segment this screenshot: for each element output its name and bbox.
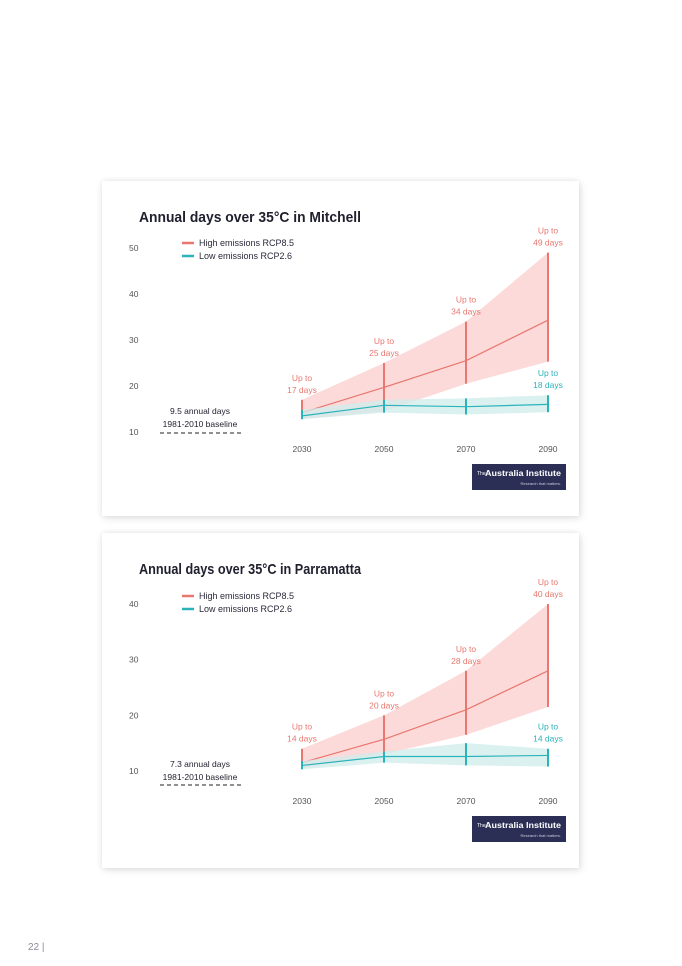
legend-label: Low emissions RCP2.6 [199, 604, 292, 614]
annotation-value: 17 days [287, 385, 317, 395]
y-tick-label: 30 [129, 335, 139, 345]
logo-background [472, 464, 566, 490]
annotation-value: 49 days [533, 238, 563, 248]
baseline-value-label: 9.5 annual days [170, 406, 230, 416]
legend-label: Low emissions RCP2.6 [199, 251, 292, 261]
x-tick-label: 2030 [293, 796, 312, 806]
low-emissions-band [302, 395, 548, 420]
mitchell-chart: Annual days over 35°C in Mitchell1020304… [129, 209, 566, 490]
logo-brand-prefix: The [477, 471, 486, 477]
y-tick-label: 40 [129, 289, 139, 299]
high-emissions-line [301, 319, 549, 414]
annotation-label: Up to [538, 226, 559, 236]
chart-title: Annual days over 35°C in Mitchell [139, 209, 361, 226]
annotation-label: Up to [456, 644, 477, 654]
y-tick-label: 20 [129, 381, 139, 391]
parramatta-chart-card: Annual days over 35°C in Parramatta 10 20 3… [102, 533, 579, 868]
logo-background [472, 816, 566, 842]
x-tick-label: 2070 [457, 796, 476, 806]
high-emissions-band [302, 252, 548, 420]
logo-brand-name: Australia Institute [485, 468, 561, 478]
baseline-period-label: 1981-2010 baseline [163, 419, 238, 429]
annotation-label: Up to [538, 368, 559, 378]
annotation-value: 28 days [451, 656, 481, 666]
logo-brand-prefix: The [477, 823, 486, 829]
annotation-value: 40 days [533, 589, 563, 599]
australia-institute-logo: The Australia Institute Research that matt… [472, 464, 566, 490]
logo-tagline: Research that matters. [521, 481, 561, 486]
y-tick-label: 50 [129, 243, 139, 253]
annotation-label: Up to [374, 688, 395, 698]
mitchell-chart-card: Annual days over 35°C in Mitchell 10 20 30 4… [102, 181, 579, 516]
x-tick-label: 2090 [539, 796, 558, 806]
logo-brand-name: Australia Institute [485, 820, 561, 830]
y-tick-label: 10 [129, 427, 139, 437]
legend-label: High emissions RCP8.5 [199, 591, 294, 601]
x-tick-label: 2030 [293, 444, 312, 454]
high-emissions-line [301, 670, 549, 764]
annotation-value: 34 days [451, 307, 481, 317]
annotation-label: Up to [538, 722, 559, 732]
annotation-label: Up to [292, 722, 313, 732]
y-tick-label: 40 [129, 599, 139, 609]
baseline-value-label: 7.3 annual days [170, 759, 230, 769]
annotation-label: Up to [374, 336, 395, 346]
logo-tagline: Research that matters. [521, 833, 561, 838]
x-tick-label: 2070 [457, 444, 476, 454]
australia-institute-logo: The Australia Institute Research that matt… [472, 816, 566, 842]
annotation-label: Up to [538, 577, 559, 587]
x-tick-label: 2050 [375, 796, 394, 806]
x-tick-label: 2090 [539, 444, 558, 454]
parramatta-chart: Annual days over 35°C in Parramatta10203… [129, 561, 566, 842]
annotation-label: Up to [292, 373, 313, 383]
legend-label: High emissions RCP8.5 [199, 238, 294, 248]
annotation-value: 18 days [533, 380, 563, 390]
low-emissions-line [301, 403, 549, 417]
annotation-value: 14 days [287, 734, 317, 744]
baseline-period-label: 1981-2010 baseline [163, 772, 238, 782]
annotation-label: Up to [456, 295, 477, 305]
high-emissions-band [302, 604, 548, 769]
annotation-value: 14 days [533, 734, 563, 744]
annotation-value: 25 days [369, 348, 399, 358]
y-tick-label: 20 [129, 710, 139, 720]
y-tick-label: 10 [129, 766, 139, 776]
low-emissions-line [301, 754, 549, 767]
y-tick-label: 30 [129, 655, 139, 665]
annotation-value: 20 days [369, 700, 399, 710]
page-number: 22 | [28, 942, 45, 953]
x-tick-label: 2050 [375, 444, 394, 454]
chart-title: Annual days over 35°C in Parramatta [139, 561, 362, 578]
